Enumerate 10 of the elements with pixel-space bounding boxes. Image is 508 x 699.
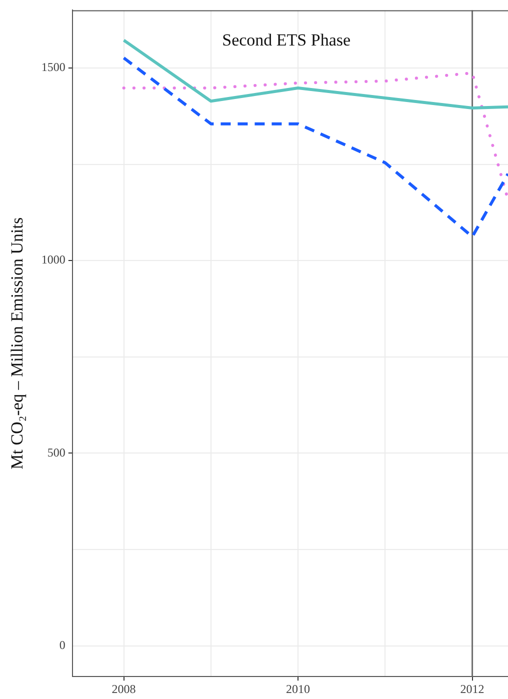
x-tick-label: 2012	[460, 682, 484, 696]
line-series	[122, 56, 508, 238]
x-tick-label: 2010	[286, 682, 310, 696]
y-tick-label: 1000	[41, 252, 66, 267]
x-tick-label: 2008	[112, 682, 136, 696]
y-axis-title: Mt CO₂-eq – Million Emission Units	[8, 217, 27, 470]
y-tick-label: 500	[47, 445, 66, 460]
y-tick-label: 1500	[41, 60, 66, 74]
y-tick-label: 0	[59, 638, 66, 652]
annotation: Second ETS Phase	[222, 30, 351, 50]
